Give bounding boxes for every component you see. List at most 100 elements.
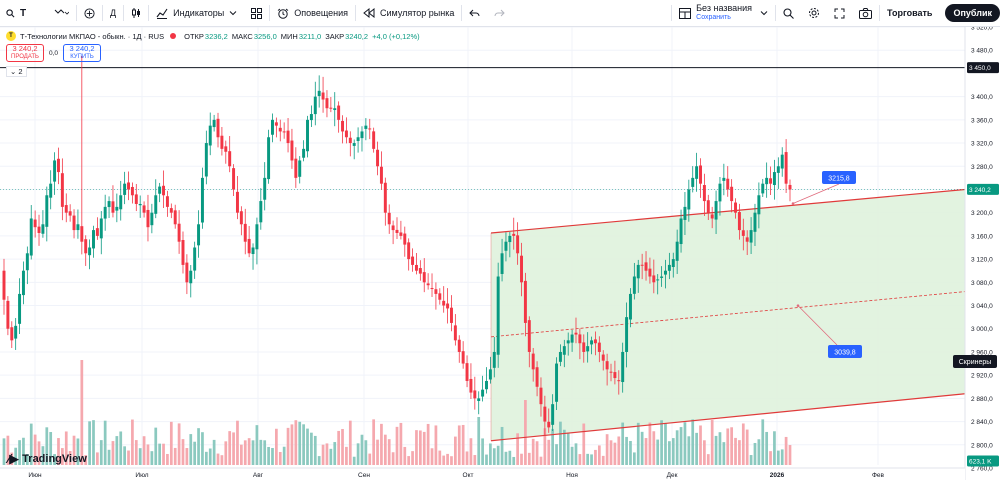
undo-button[interactable] [462, 0, 487, 27]
candle-body [286, 130, 290, 144]
volume-bar [37, 441, 41, 465]
candle-body [344, 130, 348, 138]
candle-body [21, 270, 25, 296]
volume-bar [267, 446, 270, 465]
price-tick-label: 2 760,0 [971, 466, 993, 473]
candle-body [341, 120, 345, 132]
volume-bar [710, 420, 714, 465]
toolbar-separator [269, 5, 271, 21]
volume-bar [123, 446, 126, 465]
toolbar-separator [775, 5, 777, 21]
snapshot-button[interactable] [852, 0, 879, 27]
toolbar-separator [148, 5, 150, 21]
annotation-callout[interactable] [828, 345, 862, 358]
symbol-legend: T Т-Технологии МКПАО - обыкн. · 1Д · RUS… [6, 31, 420, 41]
annotation-anchor [796, 304, 800, 307]
chevron-down-icon [229, 11, 237, 16]
volume-bar [578, 454, 582, 465]
candle-body [442, 300, 446, 306]
volume-bar [25, 454, 29, 465]
candle-body [644, 262, 648, 271]
candle-body [235, 191, 239, 213]
volume-bar [212, 439, 216, 465]
candle-body [103, 206, 107, 219]
volume-bar [92, 420, 95, 465]
candlestick-icon [132, 8, 141, 18]
high-line-price-label-bg [967, 62, 999, 74]
layout-menu[interactable]: Без названия Сохранить [672, 0, 775, 27]
candle-body [780, 154, 784, 169]
volume-bar [426, 423, 430, 465]
price-tick-label: 3 160,0 [971, 233, 993, 240]
volume-bar [348, 420, 352, 465]
fullscreen-button[interactable] [827, 0, 852, 27]
candle-body [123, 183, 127, 195]
replay-label: Симулятор рынка [380, 8, 455, 18]
candle-body [14, 325, 18, 339]
volume-bar [255, 425, 259, 465]
volume-value-label-bg [967, 455, 999, 467]
volume-bar [72, 435, 76, 465]
volume-bar [559, 421, 562, 465]
replay-button[interactable]: Симулятор рынка [356, 0, 461, 27]
volume-bar [500, 426, 504, 465]
volume-bar [131, 419, 134, 465]
screener-button[interactable] [953, 355, 997, 368]
buy-button[interactable]: 3 240,2 КУПИТЬ [63, 44, 102, 62]
candle-body [449, 307, 453, 323]
toolbar-separator [355, 5, 357, 21]
trade-button[interactable]: Торговать [880, 0, 939, 27]
volume-bar [64, 431, 68, 465]
indicators-button[interactable]: Индикаторы [149, 0, 244, 27]
volume-bar [485, 454, 488, 465]
candle-body [212, 119, 216, 128]
candle-body [753, 212, 757, 232]
volume-bar [664, 423, 667, 465]
price-tick-label: 3 040,0 [971, 303, 993, 310]
volume-bar [454, 436, 457, 465]
channel-mid-line [490, 291, 966, 338]
layout-icon [679, 7, 692, 19]
symbol-search[interactable]: T [0, 0, 46, 27]
volume-bar [784, 436, 788, 465]
compare-button[interactable] [77, 0, 102, 27]
tradingview-logo[interactable]: ⁄▶ TradingView [8, 451, 87, 467]
candle-body [88, 247, 92, 256]
candle-body [306, 119, 309, 152]
candle-body [294, 158, 298, 178]
candle-body [558, 351, 562, 362]
legend-collapse-button[interactable]: ⌄ 2 [6, 66, 27, 77]
candle-body [127, 182, 130, 190]
annotation-callout[interactable] [822, 171, 856, 184]
volume-bar [325, 443, 329, 465]
price-tick-label: 3 520,0 [971, 25, 993, 32]
interval-button[interactable]: Д [103, 0, 123, 27]
candle-body [788, 184, 792, 190]
volume-bar [282, 446, 286, 465]
volume-bar [745, 429, 749, 465]
bar-style-button[interactable] [124, 0, 148, 27]
candle-body [33, 219, 37, 228]
market-status-icon[interactable] [170, 33, 177, 39]
settings-button[interactable] [801, 0, 827, 27]
publish-button[interactable]: Опублик [945, 4, 1000, 22]
candle-body [640, 264, 644, 266]
candle-body [582, 342, 586, 352]
alerts-button[interactable]: Оповещения [270, 0, 355, 27]
templates-button[interactable] [244, 0, 269, 27]
chart-type-button[interactable] [46, 0, 76, 27]
candle-body [197, 224, 201, 246]
quick-search-button[interactable] [776, 0, 801, 27]
candle-body [465, 363, 469, 381]
volume-bar [302, 424, 305, 465]
candle-body [473, 390, 477, 399]
redo-button[interactable] [487, 0, 512, 27]
sell-button[interactable]: 3 240,2 ПРОДАТЬ [6, 44, 44, 62]
volume-bar [251, 440, 255, 465]
candle-body [609, 371, 613, 373]
volume-bar [220, 455, 224, 465]
time-tick-label: Авг [253, 472, 264, 479]
candle-body [41, 224, 45, 234]
symbol-title[interactable]: Т-Технологии МКПАО - обыкн. · 1Д · RUS [20, 31, 165, 41]
